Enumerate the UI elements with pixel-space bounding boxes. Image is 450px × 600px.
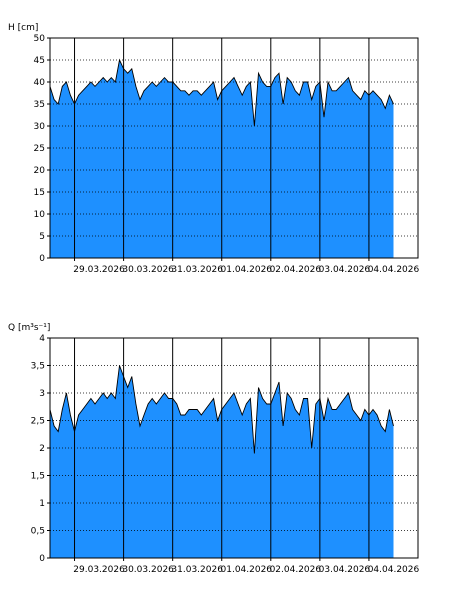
y-tick-label: 20 — [34, 166, 46, 176]
x-tick-label: 02.04.2026 — [270, 565, 322, 575]
x-tick-label: 29.03.2026 — [73, 565, 125, 575]
x-tick-label: 03.04.2026 — [319, 265, 371, 275]
x-tick-label: 04.04.2026 — [368, 565, 420, 575]
y-tick-label: 1 — [39, 499, 45, 509]
x-tick-label: 29.03.2026 — [73, 265, 125, 275]
y-tick-label: 3 — [39, 389, 45, 399]
y-tick-label: 1,5 — [31, 472, 45, 482]
x-tick-label: 03.04.2026 — [319, 565, 371, 575]
plot-frame — [49, 37, 419, 259]
discharge-chart: Q [m³s⁻¹] 0 0,5 1 1,5 2 2,5 3 3,5 4 29.03.202630.… — [8, 323, 420, 575]
y-tick-label: 15 — [34, 188, 45, 198]
x-tick-label: 31.03.2026 — [171, 565, 223, 575]
y-tick-label: 5 — [39, 232, 45, 242]
y-tick-label: 45 — [34, 56, 45, 66]
y-tick-label: 2,5 — [31, 417, 45, 427]
plot-frame — [49, 337, 419, 559]
y-tick-label: 3,5 — [31, 362, 45, 372]
discharge-axis-label: Q [m³s⁻¹] — [8, 323, 50, 333]
x-tick-label: 01.04.2026 — [221, 265, 273, 275]
y-tick-label: 0 — [39, 254, 45, 264]
x-tick-label: 30.03.2026 — [122, 565, 174, 575]
water-level-axis-label: H [cm] — [8, 23, 38, 33]
y-tick-label: 35 — [34, 100, 45, 110]
x-tick-label: 31.03.2026 — [171, 265, 223, 275]
y-tick-label: 10 — [34, 210, 46, 220]
y-tick-label: 0,5 — [31, 527, 45, 537]
y-tick-label: 40 — [34, 78, 46, 88]
x-tick-label: 04.04.2026 — [368, 265, 420, 275]
y-tick-label: 30 — [34, 122, 46, 132]
y-tick-label: 4 — [39, 334, 45, 344]
x-tick-label: 30.03.2026 — [122, 265, 174, 275]
y-tick-label: 2 — [39, 444, 45, 454]
y-tick-label: 0 — [39, 554, 45, 564]
water-level-chart: H [cm] 0 5 10 15 20 25 30 35 40 45 50 29.03.202630.… — [8, 23, 420, 275]
y-tick-label: 25 — [34, 144, 45, 154]
x-tick-label: 02.04.2026 — [270, 265, 322, 275]
x-tick-label: 01.04.2026 — [221, 565, 273, 575]
y-tick-label: 50 — [34, 34, 46, 44]
